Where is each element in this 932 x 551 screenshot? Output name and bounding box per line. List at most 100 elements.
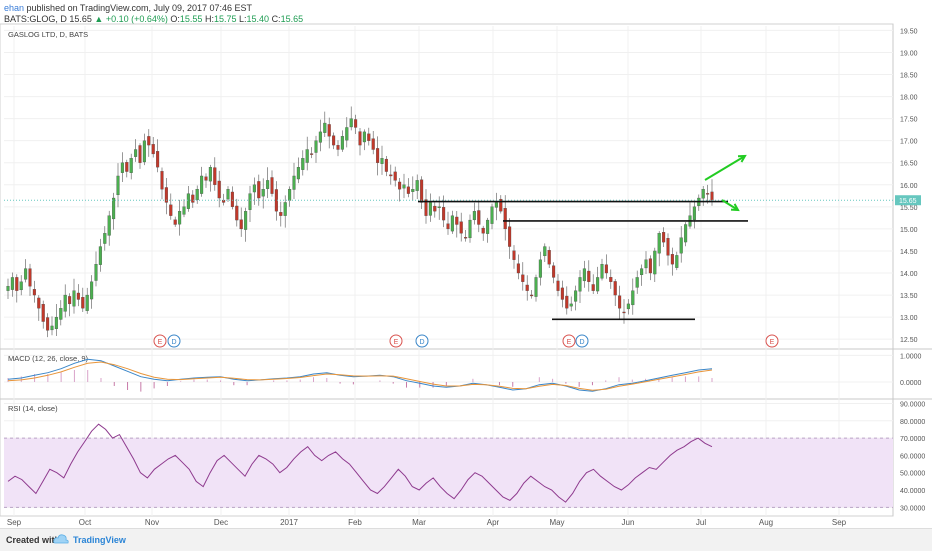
candle-body <box>32 289 36 296</box>
candle-body <box>213 167 217 185</box>
candle-body <box>675 255 679 268</box>
y-tick-label: 90.0000 <box>900 401 925 408</box>
candle-body <box>46 317 50 331</box>
candle-body <box>446 223 450 230</box>
dividend-marker <box>167 334 181 348</box>
candle-body <box>28 268 32 287</box>
high-value: 15.75 <box>213 14 237 24</box>
y-tick-label: 1.0000 <box>900 353 922 360</box>
candle-body <box>94 264 98 281</box>
candle-body <box>19 281 23 291</box>
y-tick-label: 14.50 <box>900 249 918 256</box>
candle-body <box>516 263 520 274</box>
candle-body <box>442 207 446 221</box>
candle-body <box>692 206 696 221</box>
candle-body <box>648 258 652 274</box>
candle-body <box>6 286 10 291</box>
candle-body <box>204 176 208 181</box>
candle-body <box>481 227 485 234</box>
candle-body <box>626 303 630 310</box>
earnings-marker-label: E <box>770 339 775 346</box>
candle-body <box>107 215 111 236</box>
candle-body <box>490 206 494 224</box>
candle-body <box>565 295 569 309</box>
candle-body <box>156 151 160 168</box>
candle-body <box>327 124 331 137</box>
candle-body <box>657 233 661 254</box>
candle-body <box>552 265 556 278</box>
candle-body <box>195 189 199 201</box>
candle-body <box>270 177 274 194</box>
candle-body <box>600 264 604 279</box>
candle-body <box>252 184 256 193</box>
candle-body <box>85 294 89 311</box>
arrow-down-shaft <box>721 199 739 211</box>
candle-body <box>301 158 305 170</box>
low-value: 15.40 <box>246 14 270 24</box>
candle-body <box>415 180 419 191</box>
earnings-marker <box>562 334 576 348</box>
close-value: 15.65 <box>280 14 304 24</box>
candle-body <box>125 162 129 172</box>
candle-body <box>318 131 322 143</box>
candle-body <box>428 202 432 216</box>
candle-body <box>640 268 644 276</box>
x-tick-label: Jul <box>696 518 706 527</box>
candle-body <box>230 191 234 207</box>
publish-info: ehan published on TradingView.com, July … <box>4 3 252 13</box>
candle-body <box>164 187 168 203</box>
candle-body <box>420 179 424 203</box>
candle-body <box>534 277 538 297</box>
candle-body <box>613 281 617 296</box>
dividend-marker-label: D <box>579 339 584 346</box>
x-tick-label: Oct <box>79 518 92 527</box>
y-tick-label: 18.50 <box>900 73 918 80</box>
earnings-marker <box>153 334 167 348</box>
x-tick-label: Feb <box>348 518 362 527</box>
candle-body <box>367 133 371 141</box>
low-label: L: <box>239 14 247 24</box>
candle-body <box>547 250 551 265</box>
y-tick-label: 70.0000 <box>900 436 925 443</box>
candle-body <box>41 304 45 322</box>
candle-body <box>411 189 415 192</box>
candle-body <box>54 316 58 330</box>
candle-body <box>257 181 261 199</box>
candle-body <box>468 219 472 239</box>
y-tick-label: 19.00 <box>900 50 918 57</box>
candle-body <box>574 290 578 302</box>
candle-body <box>288 189 292 201</box>
candle-body <box>499 198 503 212</box>
candle-body <box>631 290 635 306</box>
author-name[interactable]: ehan <box>4 3 25 13</box>
candle-body <box>340 136 344 150</box>
candle-body <box>283 202 287 216</box>
y-tick-label: 60.0000 <box>900 453 925 460</box>
symbol-quote: BATS:GLOG, D 15.65 ▲ +0.10 (+0.64%) O:15… <box>4 14 303 24</box>
x-tick-label: Apr <box>487 518 500 527</box>
earnings-marker-label: E <box>158 339 163 346</box>
x-tick-label: Jun <box>622 518 635 527</box>
candle-body <box>358 131 362 146</box>
candle-body <box>116 175 120 196</box>
dividend-marker <box>415 334 429 348</box>
dividend-marker-label: D <box>171 339 176 346</box>
candle-body <box>530 294 534 297</box>
candle-body <box>662 232 666 243</box>
candle-body <box>406 186 410 194</box>
x-tick-label: Nov <box>145 518 159 527</box>
candle-body <box>244 211 248 230</box>
candle-body <box>679 237 683 254</box>
candle-body <box>389 174 393 177</box>
tradingview-brand[interactable]: TradingView <box>73 535 126 545</box>
candle-body <box>239 219 243 230</box>
y-tick-label: 16.00 <box>900 183 918 190</box>
pane-title: RSI (14, close) <box>8 404 58 413</box>
candle-body <box>402 184 406 189</box>
last-price-tag-text: 15.65 <box>899 198 917 205</box>
y-tick-label: 30.0000 <box>900 505 925 512</box>
x-tick-label: May <box>549 518 564 527</box>
y-tick-label: 15.00 <box>900 227 918 234</box>
chart-canvas[interactable]: Sep Oct Nov Dec 2017 Feb Mar Apr May Jun Jul Aug Sep… <box>0 0 932 528</box>
candle-body <box>604 264 608 274</box>
